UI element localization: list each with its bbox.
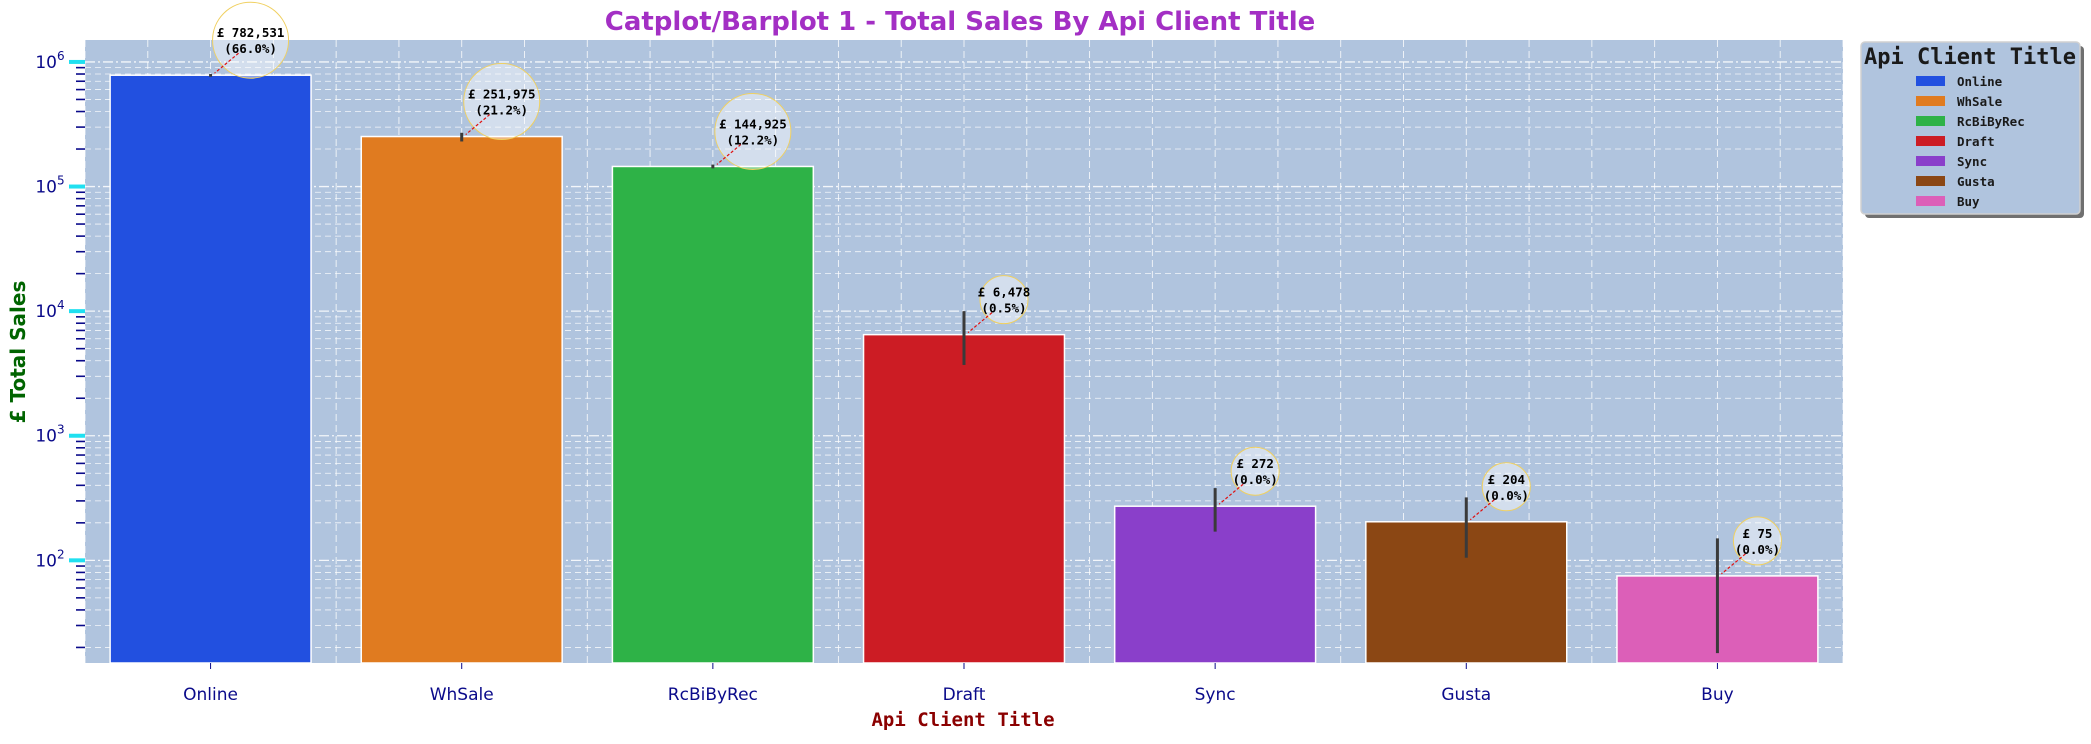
legend-label: Online [1957, 74, 2003, 89]
legend-label: Gusta [1957, 174, 1995, 189]
x-tick-label: Sync [1195, 685, 1236, 705]
bar-online [109, 74, 312, 664]
data-label-bubble [1732, 516, 1782, 566]
data-label-arrow [1218, 483, 1244, 505]
bars [109, 74, 1819, 664]
x-tick-label: WhSale [430, 685, 494, 705]
data-label-percent: (12.2%) [727, 132, 780, 147]
data-label-bubble [1481, 462, 1531, 512]
chart-title: Catplot/Barplot 1 - Total Sales By Api C… [605, 7, 1316, 37]
y-tick-exponent: 3 [57, 423, 65, 437]
y-tick-exponent: 2 [57, 547, 65, 561]
legend-swatch [1916, 196, 1945, 206]
bar-rcbibyrec [611, 165, 815, 664]
legend-swatch [1916, 116, 1945, 126]
data-label-arrow [1721, 553, 1746, 575]
legend-swatch [1916, 136, 1945, 146]
bar-draft [862, 333, 1066, 664]
y-tick-exponent: 5 [57, 174, 65, 188]
x-tick-label: Gusta [1441, 685, 1491, 705]
data-label-bubble [1230, 446, 1280, 496]
data-label-arrow [967, 312, 993, 334]
data-label-percent: (0.0%) [1484, 488, 1529, 503]
data-label-bubble [463, 63, 541, 141]
data-label-percent: (0.0%) [1233, 472, 1278, 487]
legend-label: RcBiByRec [1957, 114, 2025, 129]
data-label-bubble [212, 1, 290, 79]
legend-swatch [1916, 76, 1945, 86]
x-axis: Online WhSale RcBiByRec Draft Sync Gusta Buy [183, 663, 1734, 705]
data-label-arrow [465, 114, 491, 135]
data-label-percent: (21.2%) [475, 103, 528, 118]
legend-swatch [1916, 96, 1945, 106]
data-label-amount: £ 204 [1487, 472, 1525, 487]
error-bars [209, 74, 1719, 654]
y-tick-exponent: 6 [57, 49, 65, 63]
legend-items: Online WhSale RcBiByRec Draft Sync Gusta Buy [1916, 74, 2025, 209]
legend-label: WhSale [1957, 94, 2003, 109]
data-label-bubble [714, 92, 792, 170]
data-label-arrow [214, 52, 239, 74]
y-tick-label: 10 [35, 178, 57, 198]
legend-label: Buy [1957, 194, 1980, 209]
y-tick-label: 10 [35, 302, 57, 322]
data-label-amount: £ 782,531 [217, 25, 285, 40]
data-label-percent: (66.0%) [224, 41, 277, 56]
x-tick-label: RcBiByRec [668, 685, 758, 705]
data-label-percent: (0.5%) [981, 301, 1026, 316]
legend-title: Api Client Title [1864, 45, 2076, 70]
legend-label: Draft [1957, 134, 1995, 149]
y-tick-base: 10 [35, 53, 57, 73]
x-tick-label: Online [183, 685, 238, 705]
y-tick-exponent: 4 [57, 298, 65, 312]
data-label-bubble [979, 275, 1029, 325]
y-tick-label: 10 [35, 551, 57, 571]
data-labels: £ 782,531(66.0%) £ 251,975(21.2%) £ 144,92… [212, 1, 1782, 575]
legend-label: Sync [1957, 154, 1987, 169]
y-tick-base: 10 [35, 551, 57, 571]
legend-box [1860, 41, 2081, 215]
data-label-arrow [716, 144, 742, 165]
data-label-percent: (0.0%) [1735, 542, 1780, 557]
data-label-amount: £ 6,478 [978, 285, 1031, 300]
y-tick-base: 10 [35, 302, 57, 322]
y-tick-label: 10 [35, 427, 57, 447]
legend-swatch [1916, 176, 1945, 186]
y-tick-base: 10 [35, 178, 57, 198]
legend: Api Client Title Online WhSale RcBiByRec Dr… [1860, 41, 2084, 218]
x-axis-label: Api Client Title [871, 709, 1054, 731]
data-label-amount: £ 251,975 [468, 87, 536, 102]
data-label-amount: £ 144,925 [719, 116, 787, 131]
y-tick-label: 10 [35, 53, 57, 73]
x-tick-label: Buy [1701, 685, 1734, 705]
y-tick-base: 10 [35, 427, 57, 447]
x-tick-label: Draft [943, 685, 986, 705]
bar-whsale [360, 135, 563, 664]
data-label-amount: £ 272 [1236, 456, 1274, 471]
data-label-amount: £ 75 [1742, 526, 1772, 541]
y-axis-label: £ Total Sales [6, 281, 30, 424]
legend-swatch [1916, 156, 1945, 166]
data-label-arrow [1469, 499, 1495, 521]
